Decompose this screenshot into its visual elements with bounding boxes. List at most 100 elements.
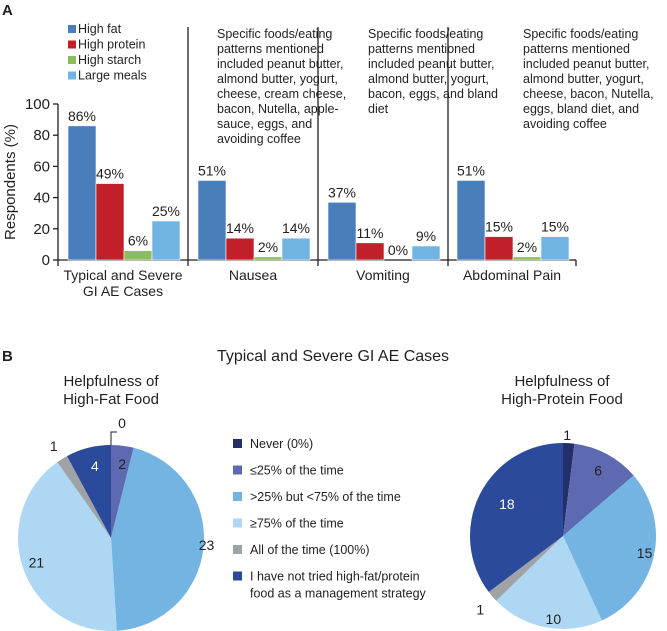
legend-label: Large meals (78, 69, 147, 83)
pie-slice-label: 1 (50, 438, 58, 454)
pie-legend-swatch (233, 518, 242, 528)
annotation-text: sauce, eggs, and (217, 117, 312, 131)
bar-high-fat (197, 180, 227, 261)
pie-title: High-Fat Food (63, 391, 159, 408)
pie-legend-label: ≥75% of the time (250, 517, 344, 531)
y-tick-label: 40 (33, 190, 50, 207)
annotation-text: patterns mentioned (523, 42, 630, 56)
bar-data-label: 51% (198, 162, 226, 178)
bar-chart: 0 20 40 60 80 100 Respondents (%) 86% 49% 6%25% Ty… (2, 22, 654, 299)
annotation-text: Specific foods/eating (217, 27, 332, 41)
bar-high-protein (355, 242, 385, 261)
bar-high-fat (67, 125, 97, 261)
bar-data-label: 51% (457, 162, 485, 178)
pie-slice-label: 1 (563, 427, 571, 443)
pie-slice-le25 (563, 443, 634, 536)
annotation-text: bacon, Nutella, apple- (217, 102, 339, 116)
pie-slice-not-tried (470, 443, 563, 593)
annotation-text: bacon, eggs, and bland (368, 87, 498, 101)
annotation-text: diet (368, 102, 389, 116)
pie-slice-label: 0 (118, 415, 126, 431)
annotation-text: almond butter, yogurt, (368, 72, 489, 86)
bar-data-label: 0% (388, 242, 408, 258)
annotation-text: almond butter, yogurt, (523, 72, 644, 86)
y-tick-label: 20 (33, 221, 50, 238)
y-tick-label: 0 (42, 252, 50, 269)
bar-data-label: 9% (416, 228, 436, 244)
pie-slice-all (57, 456, 111, 538)
y-tick-label: 60 (33, 158, 50, 175)
bar-large-meals (151, 220, 181, 261)
panel-a-letter: A (2, 2, 13, 19)
y-axis-title: Respondents (%) (2, 124, 19, 240)
pie-slice-not-tried (67, 445, 111, 538)
pie-title: Helpfulness of (514, 373, 610, 390)
legend-swatch (68, 56, 76, 64)
x-category-label: Typical and Severe (63, 267, 182, 283)
x-category-label: Abdominal Pain (463, 267, 561, 283)
pie-legend-label: I have not tried high-fat/protein (250, 570, 420, 584)
pie-slice-ge75 (18, 462, 117, 631)
annotation-text: cheese, cream cheese, (217, 87, 346, 101)
pie-legend-label: All of the time (100%) (250, 543, 370, 557)
bar-high-starch (123, 250, 153, 261)
pie-slice-label: 2 (118, 456, 126, 472)
bar-high-fat (327, 201, 357, 261)
pie-slice-label: 23 (199, 537, 215, 553)
legend-swatch (68, 25, 76, 33)
annotation-text: eggs, bland diet, and (523, 102, 639, 116)
legend-label: High starch (78, 53, 141, 67)
pie-slice-label: 21 (29, 555, 45, 571)
bar-data-label: 14% (226, 220, 254, 236)
bar-data-label: 11% (357, 225, 384, 241)
pie-slice-all (488, 536, 563, 601)
panel-b-letter: B (2, 348, 13, 365)
pie-legend-label: Never (0%) (250, 437, 313, 451)
pie-legend-label: food as a management strategy (250, 587, 427, 601)
bar-data-label: 2% (517, 239, 537, 255)
pie-slice-le25 (111, 445, 134, 538)
bar-large-meals (411, 245, 441, 261)
bar-data-label: 15% (485, 219, 513, 235)
annotation-text: cheese, bacon, Nutella, (523, 87, 654, 101)
pie-slice-label: 4 (91, 458, 99, 474)
annotation-text: avoiding coffee (523, 117, 607, 131)
x-category-label: Vomiting (356, 267, 410, 283)
pie-slice-label: 15 (637, 545, 653, 561)
pie-legend-swatch (233, 571, 242, 581)
bar-high-starch (512, 256, 542, 261)
annotation-text: included peanut butter, (523, 57, 650, 71)
bar-high-fat (456, 180, 486, 261)
bar-high-protein (225, 237, 255, 261)
pie-leader-line (110, 431, 117, 445)
pie-legend-swatch (233, 465, 242, 475)
pie-slice-label: 18 (499, 496, 515, 512)
pie-legend-swatch (233, 545, 242, 554)
legend-label: High fat (78, 22, 122, 36)
pie-title: Helpfulness of (63, 373, 159, 390)
pie-slice-never (563, 443, 575, 536)
pie-legend-swatch (233, 439, 242, 448)
annotation-text: avoiding coffee (217, 132, 301, 146)
pie-slice-label: 6 (594, 462, 602, 478)
x-category-label: Nausea (229, 267, 277, 283)
bar-high-protein (484, 236, 514, 261)
bar-data-label: 37% (328, 184, 356, 200)
pie-title: High-Protein Food (501, 391, 623, 408)
bar-data-label: 25% (152, 203, 180, 219)
annotation-text: patterns mentioned (368, 42, 475, 56)
pie-slice-label: 10 (546, 611, 562, 627)
bar-data-label: 14% (282, 220, 310, 236)
legend-swatch (68, 71, 76, 80)
pie-slice-label: 1 (476, 602, 484, 618)
annotation-text: Specific foods/eating (523, 27, 638, 41)
bar-data-label: 6% (128, 233, 148, 249)
pie-section-title: Typical and Severe GI AE Cases (217, 348, 449, 365)
annotation-text: included peanut butter, (368, 57, 495, 71)
annotation-text: patterns mentioned (217, 42, 324, 56)
pie-legend-label: >25% but <75% of the time (250, 490, 401, 504)
bar-data-label: 49% (96, 166, 124, 182)
bar-high-protein (95, 183, 125, 261)
y-tick-label: 100 (25, 96, 50, 113)
